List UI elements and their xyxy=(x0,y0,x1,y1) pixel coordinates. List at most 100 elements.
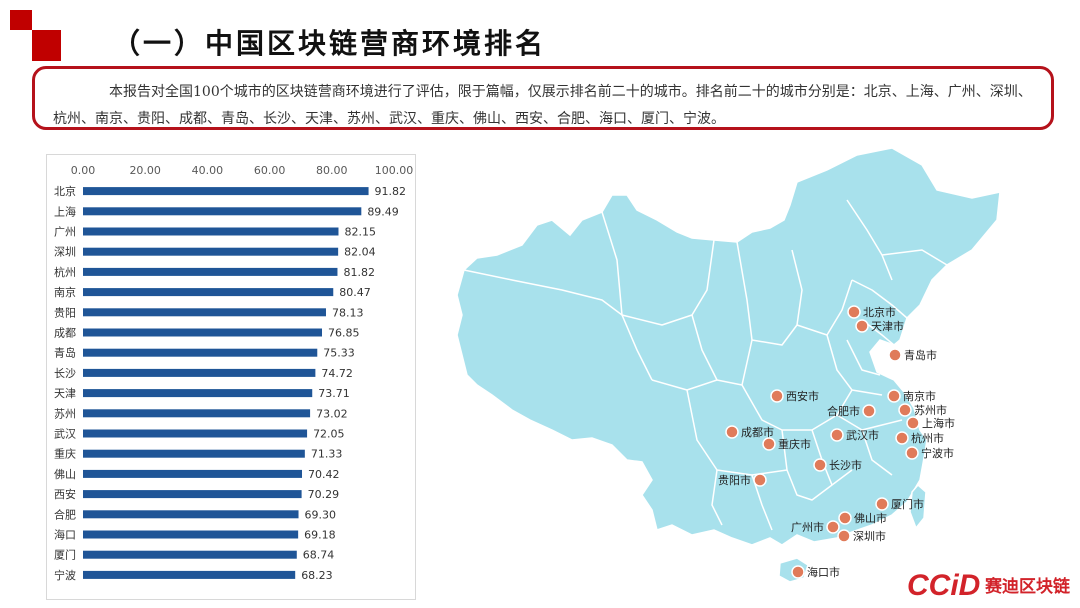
category-label: 杭州 xyxy=(54,265,76,279)
x-tick-label: 100.00 xyxy=(375,164,414,177)
city-marker: 上海市 xyxy=(906,416,955,430)
category-label: 佛山 xyxy=(54,468,76,481)
value-label: 72.05 xyxy=(313,428,345,441)
value-label: 78.13 xyxy=(332,306,364,319)
bar xyxy=(83,389,313,398)
city-label: 贵阳市 xyxy=(718,473,751,487)
x-tick-label: 20.00 xyxy=(129,164,161,177)
value-label: 82.15 xyxy=(344,226,376,239)
bar xyxy=(83,429,308,438)
category-label: 广州 xyxy=(54,226,76,239)
city-marker: 深圳市 xyxy=(837,529,886,543)
city-label: 深圳市 xyxy=(853,529,886,543)
bar xyxy=(83,449,305,458)
ccid-blockchain-logo: CCiD 赛迪区块链 xyxy=(905,566,1075,602)
value-label: 73.71 xyxy=(318,387,350,400)
summary-box: 本报告对全国100个城市的区块链营商环境进行了评估，限于篇幅，仅展示排名前二十的… xyxy=(32,66,1054,130)
city-dot xyxy=(813,458,827,472)
value-label: 69.18 xyxy=(304,529,336,542)
city-label: 宁波市 xyxy=(921,446,954,460)
city-dot xyxy=(838,511,852,525)
city-dot xyxy=(725,425,739,439)
city-label: 南京市 xyxy=(903,389,936,403)
category-label: 武汉 xyxy=(54,428,76,441)
value-label: 69.30 xyxy=(305,508,337,521)
bar xyxy=(83,550,297,559)
ranking-bar-chart: 0.00 20.00 40.00 60.00 80.00 100.00 北京 91.82 上海 8… xyxy=(54,164,414,582)
city-dot xyxy=(791,565,805,579)
city-dot xyxy=(895,431,909,445)
x-tick-label: 40.00 xyxy=(192,164,224,177)
city-marker: 成都市 xyxy=(725,425,774,439)
city-marker: 长沙市 xyxy=(813,458,862,472)
city-marker: 杭州市 xyxy=(895,431,944,445)
bar xyxy=(83,308,326,317)
city-label: 上海市 xyxy=(922,416,955,430)
page-title: （一）中国区块链营商环境排名 xyxy=(112,27,547,60)
city-dot xyxy=(855,319,869,333)
city-label: 青岛市 xyxy=(904,348,937,362)
taiwan-island xyxy=(909,483,927,530)
value-label: 68.74 xyxy=(303,549,335,562)
city-label: 合肥市 xyxy=(827,404,860,418)
city-marker: 苏州市 xyxy=(898,403,947,417)
city-dot xyxy=(847,305,861,319)
bar xyxy=(83,288,334,297)
category-label: 深圳 xyxy=(54,246,76,259)
bars: 北京 91.82 上海 89.49 广州 82.15 深圳 82.04 杭州 81.82 南京 80.… xyxy=(54,184,406,582)
city-label: 天津市 xyxy=(871,319,904,333)
city-label: 广州市 xyxy=(791,520,824,534)
summary-text: 本报告对全国100个城市的区块链营商环境进行了评估，限于篇幅，仅展示排名前二十的… xyxy=(53,84,1032,127)
city-label: 西安市 xyxy=(786,389,819,403)
category-label: 海口 xyxy=(54,528,76,542)
city-label: 成都市 xyxy=(741,425,774,439)
bar xyxy=(83,348,318,357)
value-label: 70.29 xyxy=(308,488,340,501)
bar xyxy=(83,409,311,418)
city-label: 厦门市 xyxy=(891,497,924,511)
city-dot xyxy=(887,389,901,403)
bar xyxy=(83,267,338,276)
city-marker: 青岛市 xyxy=(888,348,937,362)
bar xyxy=(83,187,369,196)
city-dot xyxy=(826,520,840,534)
bar xyxy=(83,490,302,499)
bar xyxy=(83,227,339,236)
bar xyxy=(83,247,339,256)
city-label: 长沙市 xyxy=(829,458,862,472)
value-label: 74.72 xyxy=(321,367,353,380)
category-label: 贵阳 xyxy=(54,306,76,319)
category-label: 合肥 xyxy=(54,507,76,521)
value-label: 91.82 xyxy=(375,185,407,198)
city-marker: 南京市 xyxy=(887,389,936,403)
city-marker: 佛山市 xyxy=(838,511,887,525)
china-land-shape xyxy=(456,147,1001,546)
category-label: 厦门 xyxy=(54,548,76,562)
city-label: 北京市 xyxy=(863,305,896,319)
city-marker: 海口市 xyxy=(791,565,840,579)
city-label: 武汉市 xyxy=(846,428,879,442)
category-label: 南京 xyxy=(54,285,76,299)
city-marker: 重庆市 xyxy=(762,437,811,451)
category-label: 天津 xyxy=(54,387,76,400)
category-label: 成都 xyxy=(54,327,76,340)
corner-decoration-large xyxy=(32,30,61,61)
city-marker: 武汉市 xyxy=(830,428,879,442)
bar xyxy=(83,207,362,216)
bar xyxy=(83,530,299,539)
city-marker: 贵阳市 xyxy=(718,473,767,487)
city-dot xyxy=(906,416,920,430)
category-label: 苏州 xyxy=(54,407,76,420)
city-label: 苏州市 xyxy=(914,403,947,417)
logo-brand-text: 赛迪区块链 xyxy=(984,576,1071,597)
city-marker: 合肥市 xyxy=(827,404,876,418)
category-label: 西安 xyxy=(54,487,76,501)
bar xyxy=(83,368,316,377)
city-label: 重庆市 xyxy=(778,437,811,451)
value-label: 76.85 xyxy=(328,327,360,340)
city-label: 杭州市 xyxy=(911,431,944,445)
value-label: 81.82 xyxy=(343,266,375,279)
category-label: 青岛 xyxy=(54,346,76,360)
